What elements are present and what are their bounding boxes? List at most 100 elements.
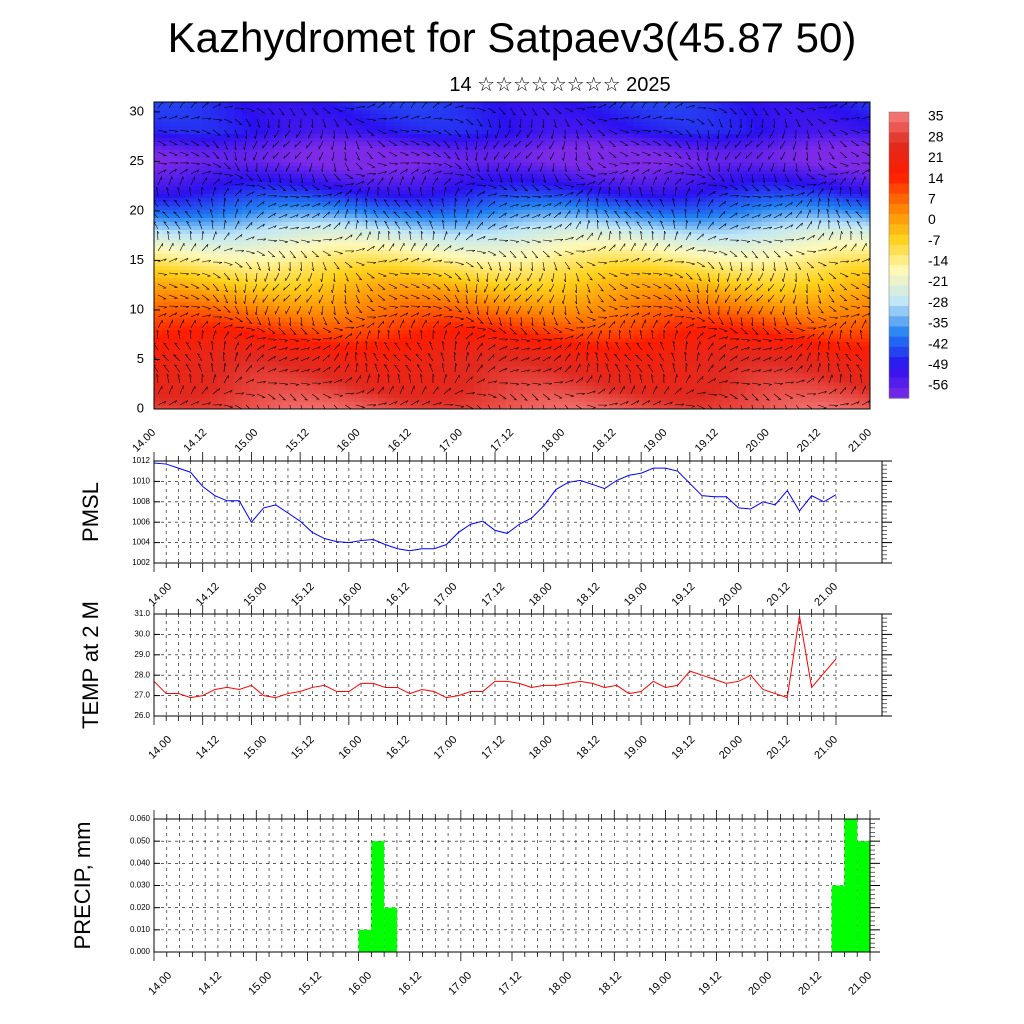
heatmap-cell bbox=[730, 234, 739, 239]
heatmap-cell bbox=[522, 186, 531, 191]
heatmap-cell bbox=[490, 242, 499, 247]
heatmap-cell bbox=[810, 166, 819, 171]
heatmap-cell bbox=[538, 206, 547, 211]
heatmap-cell bbox=[730, 258, 739, 263]
heatmap-cell bbox=[490, 194, 499, 199]
heatmap-cell bbox=[258, 206, 267, 211]
heatmap-cell bbox=[442, 146, 451, 151]
heatmap-cell bbox=[258, 218, 267, 223]
heatmap-cell bbox=[522, 238, 531, 243]
heatmap-cell bbox=[418, 286, 427, 291]
heatmap-cell bbox=[658, 178, 667, 183]
heatmap-cell bbox=[770, 306, 779, 311]
heatmap-cell bbox=[594, 178, 603, 183]
heatmap-cell bbox=[770, 314, 779, 319]
heatmap-cell bbox=[642, 262, 651, 267]
heatmap-cell bbox=[242, 246, 251, 251]
heatmap-cell bbox=[578, 274, 587, 279]
heatmap-cell bbox=[434, 218, 443, 223]
heatmap-cell bbox=[394, 302, 403, 307]
heatmap-cell bbox=[834, 162, 843, 167]
heatmap-cell bbox=[410, 250, 419, 255]
heatmap-cell bbox=[338, 270, 347, 275]
heatmap-cell bbox=[818, 182, 827, 187]
heatmap-cell bbox=[170, 146, 179, 151]
heatmap-cell bbox=[858, 122, 867, 127]
heatmap-cell bbox=[698, 146, 707, 151]
heatmap-cell bbox=[802, 194, 811, 199]
heatmap-cell bbox=[322, 294, 331, 299]
heatmap-cell bbox=[842, 214, 851, 219]
heatmap-cell bbox=[658, 134, 667, 139]
heatmap-cell bbox=[794, 122, 803, 127]
heatmap-cell bbox=[482, 306, 491, 311]
heatmap-cell bbox=[378, 294, 387, 299]
heatmap-cell bbox=[722, 214, 731, 219]
heatmap-cell bbox=[186, 250, 195, 255]
heatmap-cell bbox=[370, 142, 379, 147]
heatmap-cell bbox=[730, 162, 739, 167]
heatmap-cell bbox=[858, 218, 867, 223]
heatmap-cell bbox=[330, 322, 339, 327]
heatmap-cell bbox=[722, 222, 731, 227]
heatmap-cell bbox=[578, 262, 587, 267]
heatmap-cell bbox=[322, 254, 331, 259]
heatmap-cell bbox=[850, 130, 859, 135]
chart-subtitle: 14 ☆☆☆☆☆☆☆☆ 2025 bbox=[449, 74, 671, 96]
heatmap-cell bbox=[258, 302, 267, 307]
heatmap-cell bbox=[346, 266, 355, 271]
heatmap-cell bbox=[426, 142, 435, 147]
heatmap-cell bbox=[730, 146, 739, 151]
heatmap-cell bbox=[330, 302, 339, 307]
heatmap-cell bbox=[498, 106, 507, 111]
heatmap-cell bbox=[514, 170, 523, 175]
heatmap-cell bbox=[162, 102, 171, 107]
heatmap-cell bbox=[362, 210, 371, 215]
heatmap-cell bbox=[258, 242, 267, 247]
heatmap-cell bbox=[778, 234, 787, 239]
heatmap-cell bbox=[282, 186, 291, 191]
heatmap-cell bbox=[730, 102, 739, 107]
heatmap-cell bbox=[434, 122, 443, 127]
heatmap-cell bbox=[834, 242, 843, 247]
heatmap-cell bbox=[746, 298, 755, 303]
heatmap-cell bbox=[658, 234, 667, 239]
heatmap-cell bbox=[370, 286, 379, 291]
heatmap-cell bbox=[226, 302, 235, 307]
heatmap-cell bbox=[210, 282, 219, 287]
heatmap-cell bbox=[530, 122, 539, 127]
heatmap-cell bbox=[738, 306, 747, 311]
heatmap-cell bbox=[810, 130, 819, 135]
heatmap-cell bbox=[690, 274, 699, 279]
heatmap-cell bbox=[594, 114, 603, 119]
heatmap-cell bbox=[802, 210, 811, 215]
heatmap-cell bbox=[706, 318, 715, 323]
heatmap-cell bbox=[826, 202, 835, 207]
heatmap-cell bbox=[426, 122, 435, 127]
heatmap-cell bbox=[666, 194, 675, 199]
heatmap-cell bbox=[570, 266, 579, 271]
heatmap-cell bbox=[194, 170, 203, 175]
heatmap-cell bbox=[282, 290, 291, 295]
heatmap-cell bbox=[706, 218, 715, 223]
heatmap-cell bbox=[794, 198, 803, 203]
heatmap-cell bbox=[554, 250, 563, 255]
heatmap-cell bbox=[530, 282, 539, 287]
heatmap-cell bbox=[610, 190, 619, 195]
heatmap-cell bbox=[642, 158, 651, 163]
heatmap-cell bbox=[618, 278, 627, 283]
heatmap-cell bbox=[194, 322, 203, 327]
heatmap-cell bbox=[274, 102, 283, 107]
heatmap-cell bbox=[322, 186, 331, 191]
heatmap-cell bbox=[698, 134, 707, 139]
heatmap-cell bbox=[586, 290, 595, 295]
heatmap-cell bbox=[818, 174, 827, 179]
heatmap-cell bbox=[202, 130, 211, 135]
heatmap-cell bbox=[786, 114, 795, 119]
heatmap-cell bbox=[530, 182, 539, 187]
heatmap-cell bbox=[338, 194, 347, 199]
heatmap-cell bbox=[714, 218, 723, 223]
heatmap-cell bbox=[322, 210, 331, 215]
heatmap-cell bbox=[634, 278, 643, 283]
heatmap-cell bbox=[866, 226, 870, 231]
